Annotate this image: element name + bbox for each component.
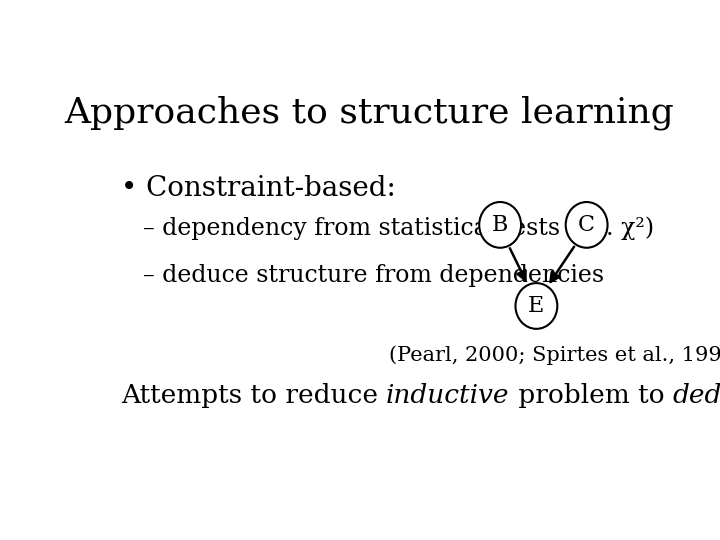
Text: Approaches to structure learning: Approaches to structure learning	[64, 96, 674, 131]
Text: C: C	[578, 214, 595, 236]
Text: deductive: deductive	[672, 383, 720, 408]
Text: inductive: inductive	[386, 383, 510, 408]
Ellipse shape	[480, 202, 521, 248]
Text: Attempts to reduce: Attempts to reduce	[121, 383, 386, 408]
Text: B: B	[492, 214, 508, 236]
Text: • Constraint-based:: • Constraint-based:	[121, 175, 395, 202]
Text: E: E	[528, 295, 544, 317]
Ellipse shape	[566, 202, 608, 248]
Text: – deduce structure from dependencies: – deduce structure from dependencies	[143, 265, 604, 287]
Text: (Pearl, 2000; Spirtes et al., 1993): (Pearl, 2000; Spirtes et al., 1993)	[389, 346, 720, 365]
Text: problem to: problem to	[510, 383, 672, 408]
Text: – dependency from statistical tests (eg. χ²): – dependency from statistical tests (eg.…	[143, 217, 654, 240]
Ellipse shape	[516, 283, 557, 329]
